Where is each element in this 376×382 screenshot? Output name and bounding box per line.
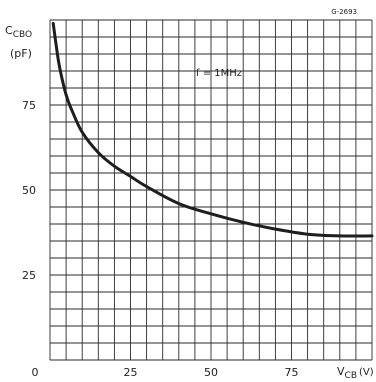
y-tick-label: 25 [22, 269, 36, 282]
x-axis-title-main: V [337, 365, 345, 378]
y-axis-title-main: C [5, 24, 13, 37]
series-line [51, 21, 374, 238]
frequency-annotation: f = 1MHz [196, 68, 242, 79]
x-axis-title-unit: (V) [359, 367, 374, 378]
y-tick-label: 50 [22, 184, 36, 197]
figure-code: G-2693 [331, 8, 357, 16]
y-tick-label: 75 [22, 99, 36, 112]
x-tick-label: 75 [285, 366, 299, 379]
y-axis-title: CCBO [5, 24, 32, 40]
y-tick-labels: 25 50 75 [22, 99, 36, 282]
y-axis-title-sub: CBO [13, 30, 32, 40]
x-tick-label: 25 [124, 366, 138, 379]
x-tick-labels: 0 25 50 75 [32, 366, 299, 379]
y-axis-unit: (pF) [10, 47, 32, 60]
x-axis-title: VCB (V) [337, 365, 374, 381]
grid [49, 19, 373, 361]
x-tick-label: 50 [204, 366, 218, 379]
x-tick-label: 0 [32, 366, 39, 379]
x-axis-title-sub: CB [345, 371, 357, 381]
